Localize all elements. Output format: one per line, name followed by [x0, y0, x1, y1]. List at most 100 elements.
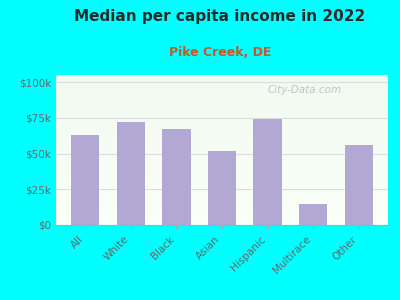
Bar — [254, 119, 282, 225]
Bar — [56, 81, 388, 82]
Bar — [56, 102, 388, 104]
Bar — [56, 141, 388, 142]
Text: Pike Creek, DE: Pike Creek, DE — [169, 46, 271, 59]
Bar — [56, 111, 388, 112]
Bar — [345, 145, 373, 225]
Bar — [56, 90, 388, 92]
Bar — [56, 206, 388, 207]
Bar — [56, 128, 388, 129]
Bar — [56, 168, 388, 170]
Bar — [162, 129, 190, 225]
Bar — [56, 147, 388, 148]
Bar — [56, 138, 388, 140]
Bar — [56, 177, 388, 178]
Bar — [56, 178, 388, 180]
Bar — [56, 144, 388, 146]
Bar — [56, 148, 388, 150]
Bar — [56, 122, 388, 123]
Bar — [56, 129, 388, 130]
Bar — [56, 184, 388, 186]
Bar — [56, 207, 388, 208]
Bar — [56, 159, 388, 160]
Bar — [56, 98, 388, 99]
Bar — [56, 123, 388, 124]
Bar — [56, 106, 388, 108]
Bar — [56, 192, 388, 194]
Bar — [56, 82, 388, 84]
Bar — [56, 194, 388, 195]
Bar — [56, 190, 388, 192]
Bar — [56, 213, 388, 214]
Bar — [56, 189, 388, 190]
Bar — [56, 222, 388, 224]
Bar — [56, 76, 388, 78]
Bar — [56, 180, 388, 182]
Bar — [56, 134, 388, 135]
Text: Median per capita income in 2022: Median per capita income in 2022 — [74, 9, 366, 24]
Bar — [56, 78, 388, 80]
Bar — [56, 112, 388, 114]
Bar — [56, 92, 388, 93]
Bar — [56, 160, 388, 162]
Bar — [208, 151, 236, 225]
Bar — [56, 96, 388, 98]
Bar — [56, 116, 388, 117]
Bar — [56, 75, 388, 76]
Bar — [56, 88, 388, 90]
Bar — [56, 172, 388, 174]
Bar — [56, 135, 388, 136]
Bar — [56, 162, 388, 164]
Bar — [56, 108, 388, 110]
Bar — [56, 176, 388, 177]
Bar — [56, 212, 388, 213]
Bar — [56, 87, 388, 88]
Bar — [56, 183, 388, 184]
Bar — [56, 202, 388, 204]
Bar — [56, 103, 388, 105]
Bar — [56, 152, 388, 153]
Bar — [56, 117, 388, 118]
Bar — [56, 220, 388, 222]
Bar — [56, 210, 388, 212]
Bar — [56, 219, 388, 220]
Bar — [56, 124, 388, 126]
Bar — [56, 196, 388, 198]
Bar — [56, 114, 388, 116]
Bar — [56, 146, 388, 147]
Bar — [56, 204, 388, 206]
Bar — [56, 188, 388, 189]
Text: City-Data.com: City-Data.com — [268, 85, 342, 95]
Bar — [56, 100, 388, 102]
Bar — [56, 200, 388, 201]
Bar — [56, 169, 388, 171]
Bar — [56, 154, 388, 156]
Bar — [56, 214, 388, 216]
Bar — [117, 122, 145, 225]
Bar — [56, 198, 388, 200]
Bar — [56, 201, 388, 202]
Bar — [56, 167, 388, 168]
Bar — [71, 135, 99, 225]
Bar — [299, 204, 327, 225]
Bar — [56, 105, 388, 106]
Bar — [56, 132, 388, 134]
Bar — [56, 216, 388, 218]
Bar — [56, 208, 388, 210]
Bar — [56, 174, 388, 176]
Bar — [56, 99, 388, 100]
Bar — [56, 186, 388, 188]
Bar — [56, 195, 388, 196]
Bar — [56, 120, 388, 122]
Bar — [56, 130, 388, 132]
Bar — [56, 136, 388, 138]
Bar — [56, 150, 388, 152]
Bar — [56, 171, 388, 172]
Bar — [56, 118, 388, 120]
Bar — [56, 85, 388, 87]
Bar — [56, 218, 388, 219]
Bar — [56, 165, 388, 166]
Bar — [56, 156, 388, 158]
Bar — [56, 164, 388, 165]
Bar — [56, 153, 388, 154]
Bar — [56, 110, 388, 111]
